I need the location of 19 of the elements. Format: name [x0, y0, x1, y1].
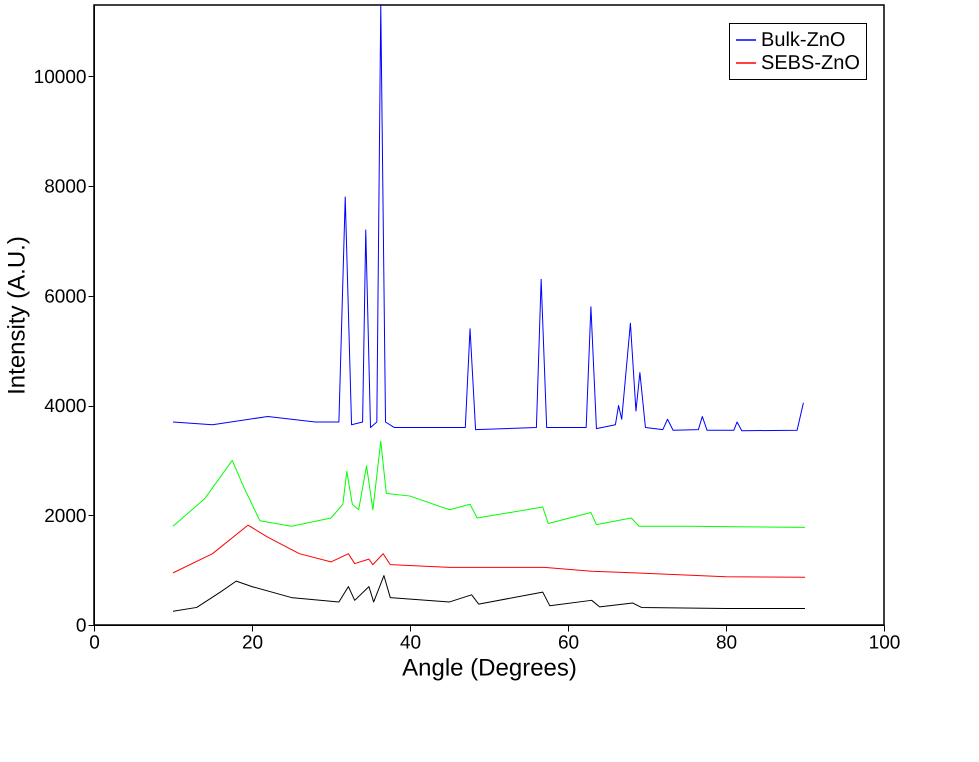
- x-tick-label: 0: [89, 632, 100, 654]
- y-axis-title: Intensity (A.U.): [4, 236, 31, 395]
- y-tick-label: 4000: [44, 396, 86, 418]
- line-series: [172, 575, 806, 612]
- x-tick-label: 20: [242, 632, 264, 654]
- x-tick-label: 100: [868, 632, 900, 654]
- legend-label: Bulk-ZnO: [761, 29, 846, 51]
- y-tick-label: 6000: [44, 286, 86, 308]
- line-series: [172, 440, 806, 528]
- legend-label: SEBS-ZnO: [761, 52, 860, 74]
- x-tick-label: 40: [400, 632, 422, 654]
- y-tick-label: 10000: [34, 66, 86, 88]
- y-tick-label: 0: [76, 616, 86, 636]
- y-tick-label: 2000: [44, 506, 86, 527]
- x-axis-title: Angle (Degrees): [402, 654, 577, 682]
- y-tick-label: 8000: [44, 176, 86, 198]
- x-tick-label: 60: [558, 632, 580, 654]
- line-series: [172, 524, 806, 578]
- x-tick-label: 80: [716, 632, 738, 654]
